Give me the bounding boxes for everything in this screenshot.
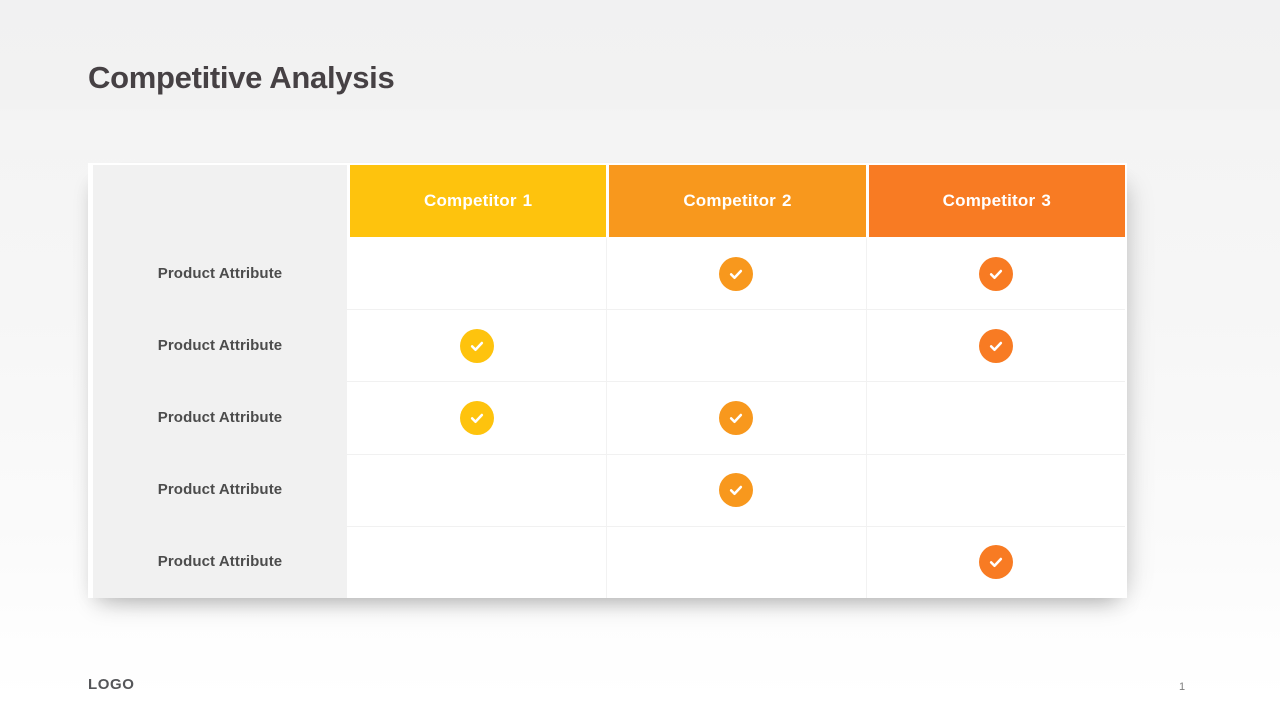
checkmark-icon	[978, 328, 1013, 363]
column-header-competitor-3: Competitor 3	[868, 165, 1125, 237]
checkmark-icon	[459, 400, 494, 435]
table-cell	[347, 453, 607, 526]
column-header-number: 2	[782, 191, 792, 210]
table-cell	[606, 381, 866, 454]
table-cell	[865, 237, 1125, 310]
row-label: Product Attribute	[93, 381, 347, 454]
column-header-label: Competitor	[942, 191, 1036, 210]
checkmark-icon	[978, 257, 1013, 292]
table-corner-cell	[93, 165, 347, 237]
table-cell	[606, 453, 866, 526]
table-cell	[347, 237, 607, 310]
row-label: Product Attribute	[93, 237, 347, 310]
table-cell	[606, 525, 866, 598]
slide-title: Competitive Analysis	[88, 60, 395, 95]
column-header-competitor-1: Competitor 1	[350, 165, 607, 237]
table-cell	[865, 525, 1125, 598]
competitive-analysis-table: Competitor 1 Competitor 2 Competitor 3 P…	[88, 163, 1127, 598]
column-header-label: Competitor	[683, 191, 776, 210]
logo-text: LOGO	[88, 676, 135, 693]
checkmark-icon	[719, 257, 754, 292]
column-header-number: 1	[522, 191, 533, 210]
column-header-label: Competitor	[424, 191, 517, 210]
checkmark-icon	[719, 400, 754, 435]
page-number: 1	[1178, 681, 1186, 693]
checkmark-icon	[459, 328, 494, 363]
checkmark-icon	[719, 473, 754, 508]
table-cell	[347, 309, 607, 382]
table-cell	[347, 525, 607, 598]
column-header-competitor-2: Competitor 2	[609, 165, 866, 237]
row-label: Product Attribute	[93, 525, 347, 598]
table-cell	[865, 381, 1125, 454]
column-header-number: 3	[1041, 191, 1051, 210]
table-cell	[347, 381, 607, 454]
row-label: Product Attribute	[93, 309, 347, 382]
table-cell	[606, 309, 866, 382]
table-cell	[606, 237, 866, 310]
table-cell	[865, 309, 1125, 382]
table-cell	[865, 453, 1125, 526]
checkmark-icon	[978, 545, 1013, 580]
row-label: Product Attribute	[93, 453, 347, 526]
